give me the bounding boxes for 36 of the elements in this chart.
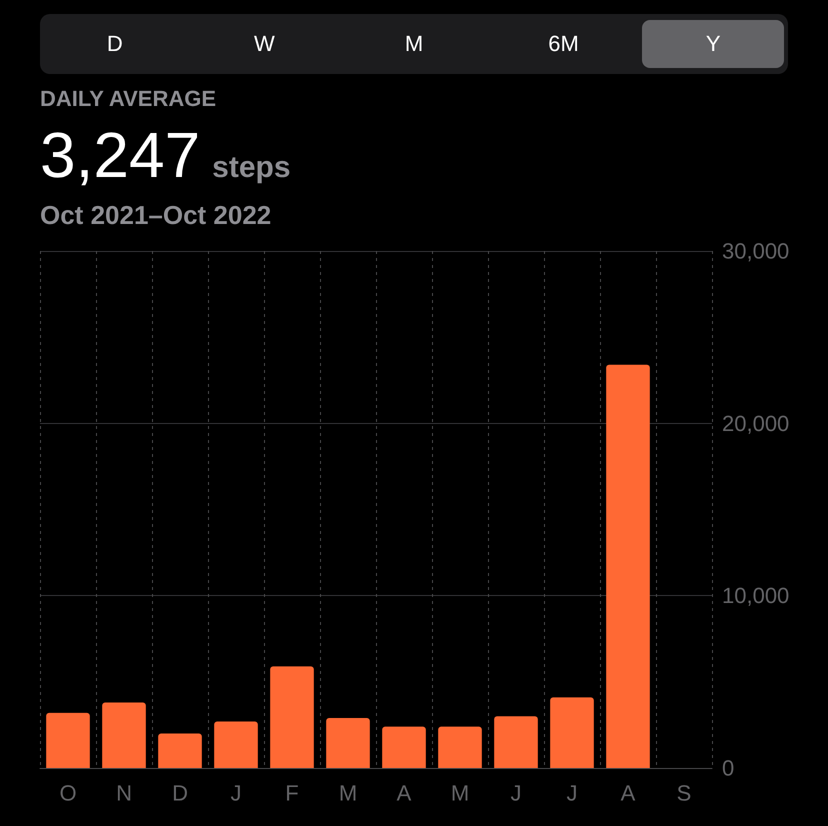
text: D	[106, 30, 124, 58]
x-tick-label: O	[59, 780, 77, 806]
x-tick-label: N	[116, 780, 132, 806]
text: 3,247	[40, 119, 200, 191]
chart-title: DAILY AVERAGE	[40, 86, 216, 112]
x-tick-label: J	[230, 780, 242, 806]
x-tick-label: F	[285, 780, 299, 806]
x-tick-label: M	[338, 780, 358, 806]
bar	[158, 734, 202, 768]
text: W	[253, 30, 276, 58]
text: steps	[212, 151, 291, 184]
bar	[102, 702, 146, 768]
bar	[550, 697, 594, 768]
bar	[270, 666, 314, 768]
x-tick-label: J	[510, 780, 522, 806]
x-tick-label: S	[676, 780, 692, 806]
bar	[46, 712, 90, 768]
y-tick-label: 20,000	[722, 410, 790, 436]
bar	[326, 718, 370, 768]
x-tick-label: D	[172, 780, 188, 806]
y-tick-label: 0	[722, 756, 734, 780]
bar	[494, 716, 538, 768]
x-tick-label: J	[566, 780, 578, 806]
x-tick-label: A	[396, 780, 412, 806]
text: 6M	[547, 30, 580, 58]
text: Y	[642, 20, 784, 68]
bar	[438, 726, 482, 768]
text: M	[404, 30, 424, 58]
y-tick-label: 10,000	[722, 583, 790, 608]
bar	[214, 721, 258, 768]
bar	[606, 364, 650, 768]
x-tick-label: A	[620, 780, 636, 806]
x-tick-label: M	[450, 780, 470, 806]
y-tick-label: 30,000	[722, 238, 790, 264]
bar	[382, 726, 426, 768]
chart-subtitle: Oct 2021–Oct 2022	[40, 200, 272, 231]
